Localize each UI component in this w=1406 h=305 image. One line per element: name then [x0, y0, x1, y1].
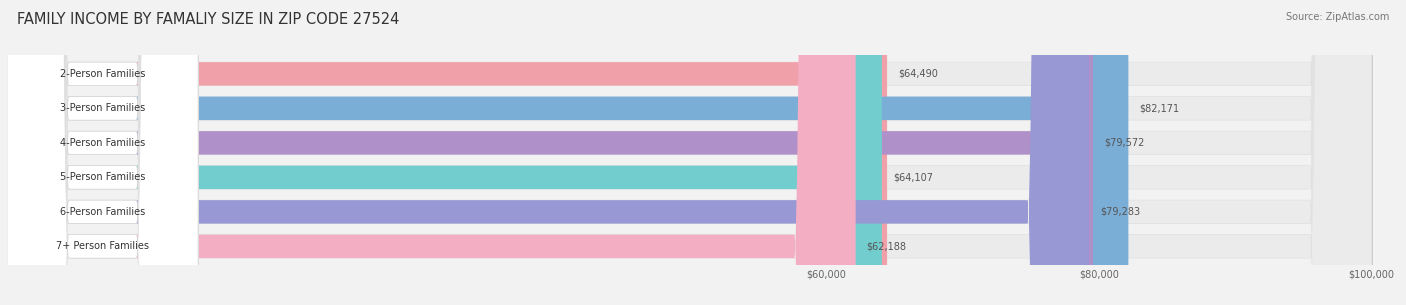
FancyBboxPatch shape [7, 0, 198, 305]
Text: $79,283: $79,283 [1099, 207, 1140, 217]
FancyBboxPatch shape [7, 0, 198, 305]
FancyBboxPatch shape [7, 0, 1090, 305]
FancyBboxPatch shape [7, 0, 1372, 305]
Text: $64,490: $64,490 [898, 69, 938, 79]
Text: Source: ZipAtlas.com: Source: ZipAtlas.com [1285, 12, 1389, 22]
FancyBboxPatch shape [7, 0, 1372, 305]
Text: FAMILY INCOME BY FAMALIY SIZE IN ZIP CODE 27524: FAMILY INCOME BY FAMALIY SIZE IN ZIP COD… [17, 12, 399, 27]
FancyBboxPatch shape [7, 0, 1129, 305]
Text: 7+ Person Families: 7+ Person Families [56, 241, 149, 251]
Text: 5-Person Families: 5-Person Families [60, 172, 145, 182]
FancyBboxPatch shape [7, 0, 1372, 305]
FancyBboxPatch shape [7, 0, 1372, 305]
Text: 4-Person Families: 4-Person Families [60, 138, 145, 148]
FancyBboxPatch shape [7, 0, 856, 305]
Text: $82,171: $82,171 [1139, 103, 1180, 113]
FancyBboxPatch shape [7, 0, 1372, 305]
Text: 3-Person Families: 3-Person Families [60, 103, 145, 113]
Text: 2-Person Families: 2-Person Families [60, 69, 145, 79]
Text: $79,572: $79,572 [1104, 138, 1144, 148]
FancyBboxPatch shape [7, 0, 198, 305]
FancyBboxPatch shape [7, 0, 198, 305]
FancyBboxPatch shape [7, 0, 1372, 305]
Text: $64,107: $64,107 [893, 172, 932, 182]
FancyBboxPatch shape [7, 0, 1092, 305]
FancyBboxPatch shape [7, 0, 882, 305]
FancyBboxPatch shape [7, 0, 198, 305]
Text: 6-Person Families: 6-Person Families [60, 207, 145, 217]
Text: $62,188: $62,188 [866, 241, 907, 251]
FancyBboxPatch shape [7, 0, 887, 305]
FancyBboxPatch shape [7, 0, 198, 305]
